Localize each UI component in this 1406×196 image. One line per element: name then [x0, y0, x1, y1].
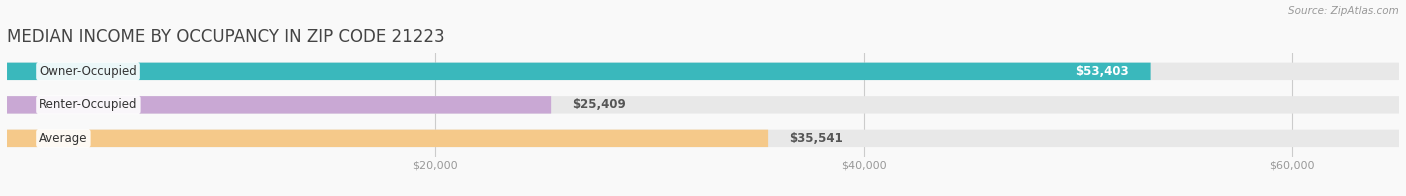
Text: Average: Average: [39, 132, 87, 145]
Text: MEDIAN INCOME BY OCCUPANCY IN ZIP CODE 21223: MEDIAN INCOME BY OCCUPANCY IN ZIP CODE 2…: [7, 28, 444, 46]
FancyBboxPatch shape: [7, 96, 551, 113]
FancyBboxPatch shape: [7, 130, 1399, 147]
Text: Owner-Occupied: Owner-Occupied: [39, 65, 136, 78]
FancyBboxPatch shape: [7, 63, 1399, 80]
FancyBboxPatch shape: [7, 63, 1150, 80]
Text: Source: ZipAtlas.com: Source: ZipAtlas.com: [1288, 6, 1399, 16]
Text: $25,409: $25,409: [572, 98, 626, 111]
FancyBboxPatch shape: [7, 96, 1399, 113]
FancyBboxPatch shape: [7, 130, 768, 147]
Text: Renter-Occupied: Renter-Occupied: [39, 98, 138, 111]
Text: $53,403: $53,403: [1076, 65, 1129, 78]
Text: $35,541: $35,541: [790, 132, 844, 145]
